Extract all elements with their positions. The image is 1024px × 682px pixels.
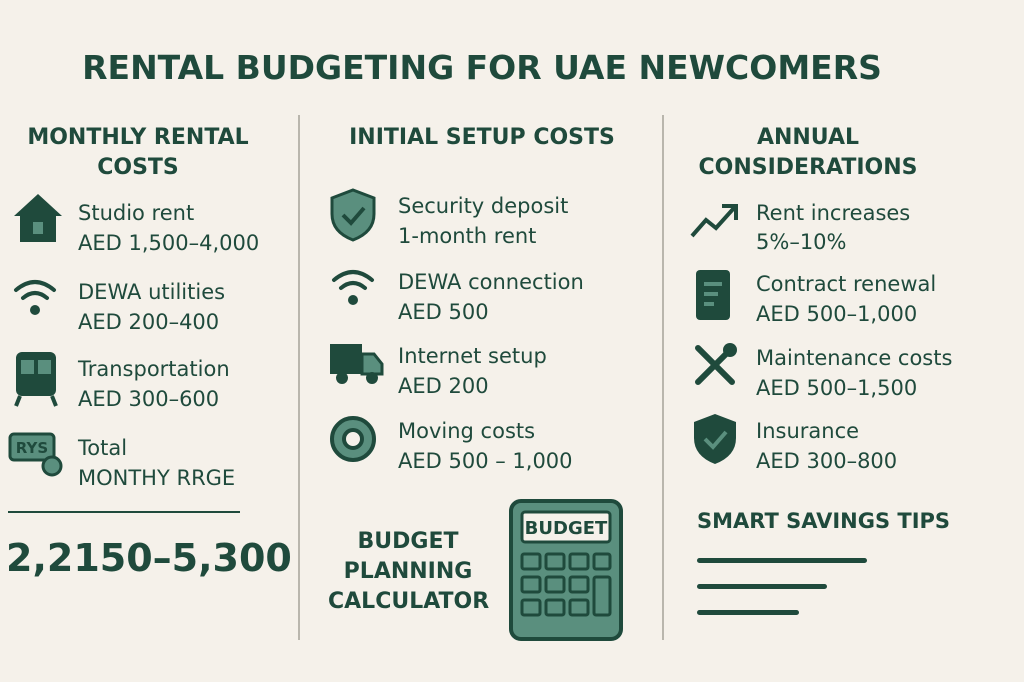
calculator-icon: BUDGET <box>509 499 623 641</box>
item-value: AED 300–800 <box>756 449 898 473</box>
item-value: AED 200 <box>398 374 489 398</box>
item-value: 1-month rent <box>398 224 537 248</box>
shield-icon <box>694 414 736 464</box>
item-label: DEWA utilities <box>78 280 226 304</box>
document-icon <box>696 270 730 320</box>
trend-icon <box>690 204 738 238</box>
item-value: AED 500 <box>398 300 489 324</box>
separator <box>8 511 240 513</box>
column-heading: MONTHLY RENTAL COSTS <box>27 125 249 180</box>
wifi-icon <box>14 280 56 315</box>
calculator-screen: BUDGET <box>525 518 608 539</box>
tip-line <box>697 558 867 563</box>
tip-line <box>697 584 827 589</box>
wifi-icon <box>332 270 374 305</box>
house-icon <box>14 194 62 242</box>
column-heading: ANNUAL CONSIDERATIONS <box>698 125 918 180</box>
item-label: Moving costs <box>398 419 536 443</box>
item-label: Insurance <box>756 419 860 443</box>
title: RENTAL BUDGETING FOR UAE NEWCOMERS <box>82 48 882 87</box>
column-heading: INITIAL SETUP COSTS <box>349 125 615 150</box>
divider <box>298 115 300 640</box>
item-value: AED 500–1,000 <box>756 302 918 326</box>
item-label: Maintenance costs <box>756 346 953 370</box>
item-label: Contract renewal <box>756 272 937 296</box>
item-value: AED 200–400 <box>78 310 220 334</box>
item-value: MONTHY RRGE <box>78 466 236 490</box>
calculator-title: BUDGET PLANNING CALCULATOR <box>328 529 490 614</box>
item-label: Internet setup <box>398 344 547 368</box>
total-value: 2,2150–5,300 <box>6 536 292 580</box>
item-value: 5%–10% <box>756 230 847 254</box>
item-label: Transportation <box>78 357 230 381</box>
item-value: AED 300–600 <box>78 387 220 411</box>
item-value: AED 500–1,500 <box>756 376 918 400</box>
tools-icon <box>695 343 737 385</box>
item-value: AED 1,500–4,000 <box>78 231 260 255</box>
divider <box>662 115 664 640</box>
tips-heading: SMART SAVINGS TIPS <box>697 509 951 533</box>
lifebuoy-icon <box>330 416 376 462</box>
money-icon: RYS <box>8 432 63 477</box>
item-label: Security deposit <box>398 194 569 218</box>
shield-icon <box>330 188 376 242</box>
item-label: DEWA connection <box>398 270 584 294</box>
icon-text: RYS <box>16 439 48 457</box>
item-value: AED 500 – 1,000 <box>398 449 573 473</box>
item-label: Total <box>78 436 128 460</box>
tip-line <box>697 610 799 615</box>
item-label: Rent increases <box>756 201 911 225</box>
item-label: Studio rent <box>78 201 195 225</box>
train-icon <box>14 352 58 407</box>
truck-icon <box>330 344 384 384</box>
